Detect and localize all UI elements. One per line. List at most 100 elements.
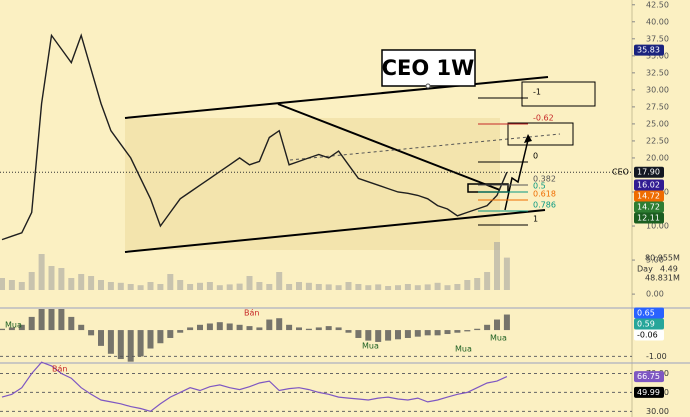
volume-bar <box>137 285 144 290</box>
macd-bar <box>345 330 352 333</box>
volume-bar <box>305 282 312 290</box>
macd-bar <box>197 324 203 331</box>
macd-bar <box>68 316 75 331</box>
price-badge-label: 35.83 <box>637 46 660 55</box>
volume-label: Day <box>637 265 653 274</box>
volume-label: 80.955M <box>645 254 680 263</box>
y-tick-label: 22.50 <box>646 136 669 145</box>
volume-bar <box>256 282 263 290</box>
macd-bar <box>375 330 382 342</box>
volume-bar <box>236 283 243 290</box>
volume-bar <box>88 276 95 290</box>
volume-bar <box>98 280 104 290</box>
macd-bar <box>147 330 154 349</box>
y-tick-label: 5.00 <box>646 256 664 265</box>
macd-bar <box>444 330 451 335</box>
macd-bar <box>365 330 372 341</box>
volume-bar <box>28 272 35 290</box>
fib-label: -0.62 <box>533 114 554 123</box>
price-badge <box>634 166 664 178</box>
volume-bar <box>187 284 194 290</box>
volume-bar <box>474 278 481 290</box>
y-tick-label: 0.00 <box>646 290 664 299</box>
volume-bar <box>434 282 441 290</box>
fib-label: 0.382 <box>533 175 556 184</box>
rsi-line <box>1 361 508 412</box>
macd-bar <box>395 330 401 340</box>
price-badge-label: 0.59 <box>637 319 655 328</box>
macd-bar <box>325 326 332 331</box>
volume-bar <box>276 272 283 290</box>
volume-bar <box>206 282 213 290</box>
volume-bar <box>395 285 401 290</box>
price-badge <box>634 318 664 330</box>
y-tick-label: 37.50 <box>646 34 669 43</box>
volume-bar <box>464 280 471 290</box>
symbol-label: CEO <box>612 168 629 177</box>
price-badge <box>634 44 664 56</box>
macd-bar <box>335 327 342 331</box>
macd-bar <box>464 330 471 332</box>
macd-bar <box>38 309 45 331</box>
trendline-down <box>277 103 501 191</box>
volume-bar <box>424 284 431 290</box>
volume-bar <box>78 274 85 290</box>
y-tick-label: 25.00 <box>646 119 669 128</box>
volume-bar <box>107 282 114 290</box>
price-badge <box>634 386 664 398</box>
y-tick-label: -1.00 <box>646 352 667 361</box>
macd-bar <box>88 330 95 336</box>
volume-bar <box>197 282 203 290</box>
macd-bar <box>414 330 421 337</box>
volume-bar <box>286 284 293 290</box>
macd-bar <box>276 318 283 331</box>
macd-bar <box>286 324 293 331</box>
volume-bar <box>117 282 124 290</box>
volume-bar <box>246 276 253 290</box>
volume-bar <box>444 285 451 290</box>
price-line <box>1 33 508 241</box>
price-badge <box>634 329 664 341</box>
volume-bar <box>404 284 411 290</box>
macd-bar <box>28 316 35 331</box>
macd-bar <box>385 330 392 341</box>
fib-label: 0.618 <box>533 190 556 199</box>
macd-bar <box>305 328 312 331</box>
price-badge-label: 14.72 <box>637 192 660 201</box>
signal-label: Mua <box>490 334 507 343</box>
volume-bar <box>177 280 184 290</box>
macd-bar <box>48 309 55 331</box>
macd-bar <box>266 319 273 331</box>
volume-bar <box>127 284 134 290</box>
price-badge-label: 49.99 <box>637 388 660 397</box>
fib-label: -1 <box>533 88 541 97</box>
arrow-head <box>524 134 532 143</box>
macd-bar <box>484 324 491 331</box>
volume-bar <box>296 282 302 290</box>
volume-bar <box>167 274 174 290</box>
macd-bar <box>296 327 302 331</box>
volume-bar <box>335 285 342 290</box>
title-box <box>381 49 476 87</box>
volume-bar <box>365 285 372 290</box>
macd-bar <box>78 324 85 331</box>
macd-bar <box>315 327 322 331</box>
macd-bar <box>503 314 510 331</box>
volume-bar <box>48 266 55 290</box>
macd-bar <box>424 330 431 336</box>
price-badge <box>634 307 664 319</box>
volume-bar <box>8 280 15 290</box>
volume-bar <box>503 257 510 290</box>
volume-bar <box>454 284 461 290</box>
volume-bar <box>385 286 392 290</box>
volume-bar <box>226 284 233 290</box>
fib-label: 0.786 <box>533 201 556 210</box>
volume-bar <box>68 278 75 290</box>
y-tick-label: 27.50 <box>646 102 669 111</box>
price-badge-label: 17.90 <box>637 168 660 177</box>
anchor <box>425 83 431 89</box>
y-tick-label: 20.00 <box>646 153 669 162</box>
price-badge <box>634 212 664 224</box>
price-badge-label: 16.02 <box>637 181 660 190</box>
